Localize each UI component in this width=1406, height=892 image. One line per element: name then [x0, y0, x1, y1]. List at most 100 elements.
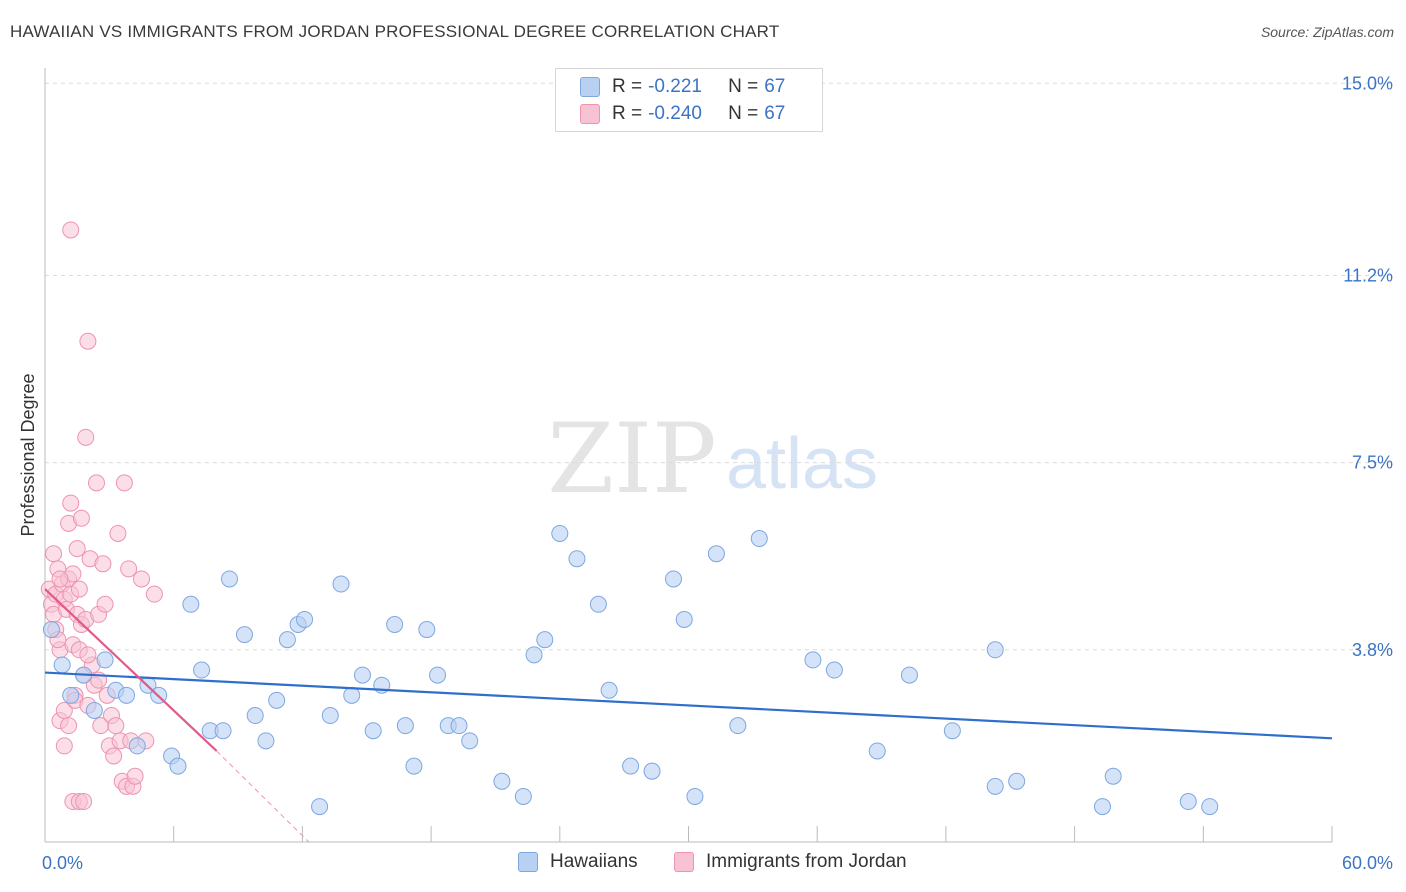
trend-line-jordan-extension — [216, 750, 310, 843]
data-point-hawaiians — [589, 595, 607, 613]
data-point-hawaiians — [686, 787, 704, 805]
data-point-jordan — [75, 793, 93, 811]
data-point-hawaiians — [85, 701, 103, 719]
data-point-hawaiians — [986, 641, 1004, 659]
data-point-hawaiians — [386, 616, 404, 634]
legend-row-jordan: R = -0.240 N = 67 — [580, 102, 785, 126]
data-point-hawaiians — [622, 757, 640, 775]
data-point-jordan — [72, 509, 90, 527]
data-point-hawaiians — [169, 757, 187, 775]
data-point-jordan — [62, 494, 80, 512]
data-point-hawaiians — [1104, 767, 1122, 785]
y-tick-label: 3.8% — [1352, 640, 1393, 660]
data-point-jordan — [77, 428, 95, 446]
data-point-hawaiians — [1008, 772, 1026, 790]
data-point-jordan — [115, 474, 133, 492]
trend-line-jordan — [44, 588, 218, 752]
legend-n-value: 67 — [764, 103, 786, 124]
legend-item-hawaiians[interactable]: Hawaiians — [518, 851, 638, 873]
data-point-hawaiians — [332, 575, 350, 593]
y-tick-label: 7.5% — [1352, 453, 1393, 473]
legend-swatch-jordan — [674, 852, 694, 872]
x-tick-label: 60.0% — [1342, 853, 1393, 873]
data-point-hawaiians — [943, 722, 961, 740]
data-point-hawaiians — [364, 722, 382, 740]
data-point-jordan — [68, 540, 86, 558]
data-point-hawaiians — [900, 666, 918, 684]
data-point-hawaiians — [1201, 798, 1219, 816]
data-point-hawaiians — [707, 545, 725, 563]
data-point-jordan — [51, 570, 69, 588]
data-point-jordan — [94, 555, 112, 573]
data-point-jordan — [145, 585, 163, 603]
source-credit: Source: ZipAtlas.com — [1260, 24, 1394, 40]
data-point-hawaiians — [450, 717, 468, 735]
data-point-hawaiians — [868, 742, 886, 760]
correlation-legend: R = -0.221 N = 67 R = -0.240 N = 67 — [555, 68, 823, 132]
data-point-hawaiians — [600, 681, 618, 699]
legend-swatch-hawaiians — [518, 852, 538, 872]
watermark-zip: ZIP — [547, 403, 716, 515]
data-point-hawaiians — [536, 631, 554, 649]
data-point-hawaiians — [429, 666, 447, 684]
legend-item-jordan[interactable]: Immigrants from Jordan — [674, 851, 907, 873]
data-point-hawaiians — [493, 772, 511, 790]
data-point-jordan — [79, 332, 97, 350]
data-point-jordan — [133, 570, 151, 588]
data-point-hawaiians — [396, 717, 414, 735]
data-point-jordan — [107, 717, 125, 735]
legend-r-value: -0.240 — [648, 103, 702, 124]
data-point-hawaiians — [514, 787, 532, 805]
legend-row-hawaiians: R = -0.221 N = 67 — [580, 75, 785, 99]
data-point-hawaiians — [405, 757, 423, 775]
data-point-hawaiians — [986, 777, 1004, 795]
data-point-hawaiians — [461, 732, 479, 750]
data-point-jordan — [79, 646, 97, 664]
data-point-jordan — [87, 474, 105, 492]
data-point-hawaiians — [268, 691, 286, 709]
data-point-hawaiians — [220, 570, 238, 588]
data-point-hawaiians — [62, 686, 80, 704]
legend-n-label: N = — [728, 76, 759, 97]
data-point-hawaiians — [246, 707, 264, 725]
y-tick-label: 15.0% — [1342, 73, 1393, 93]
data-point-hawaiians — [296, 610, 314, 628]
legend-r-label: R = — [612, 76, 643, 97]
data-point-jordan — [96, 595, 114, 613]
data-point-hawaiians — [675, 610, 693, 628]
x-tick-label: 0.0% — [42, 853, 83, 873]
data-point-jordan — [62, 221, 80, 239]
data-point-jordan — [45, 545, 63, 563]
data-point-hawaiians — [118, 686, 136, 704]
legend-r-value: -0.221 — [648, 76, 702, 97]
data-point-hawaiians — [551, 524, 569, 542]
data-point-jordan — [109, 524, 127, 542]
legend-swatch-jordan — [580, 104, 600, 124]
data-point-hawaiians — [182, 595, 200, 613]
data-point-hawaiians — [1179, 793, 1197, 811]
data-point-hawaiians — [353, 666, 371, 684]
data-point-hawaiians — [643, 762, 661, 780]
data-point-hawaiians — [750, 530, 768, 548]
data-point-jordan — [70, 580, 88, 598]
data-point-hawaiians — [235, 626, 253, 644]
data-point-jordan — [60, 717, 78, 735]
data-point-hawaiians — [96, 651, 114, 669]
data-point-jordan — [105, 747, 123, 765]
data-point-jordan — [120, 560, 138, 578]
data-point-hawaiians — [278, 631, 296, 649]
data-point-hawaiians — [128, 737, 146, 755]
y-tick-label: 11.2% — [1343, 265, 1393, 285]
data-point-hawaiians — [343, 686, 361, 704]
legend-label-jordan: Immigrants from Jordan — [706, 851, 907, 872]
chart-title: HAWAIIAN VS IMMIGRANTS FROM JORDAN PROFE… — [10, 22, 780, 41]
legend-n-value: 67 — [764, 76, 786, 97]
data-point-hawaiians — [42, 621, 60, 639]
data-point-hawaiians — [257, 732, 275, 750]
data-point-jordan — [55, 737, 73, 755]
y-axis-label: Professional Degree — [18, 373, 38, 536]
legend-label-hawaiians: Hawaiians — [550, 851, 638, 872]
watermark-atlas: atlas — [726, 424, 878, 504]
data-point-hawaiians — [53, 656, 71, 674]
